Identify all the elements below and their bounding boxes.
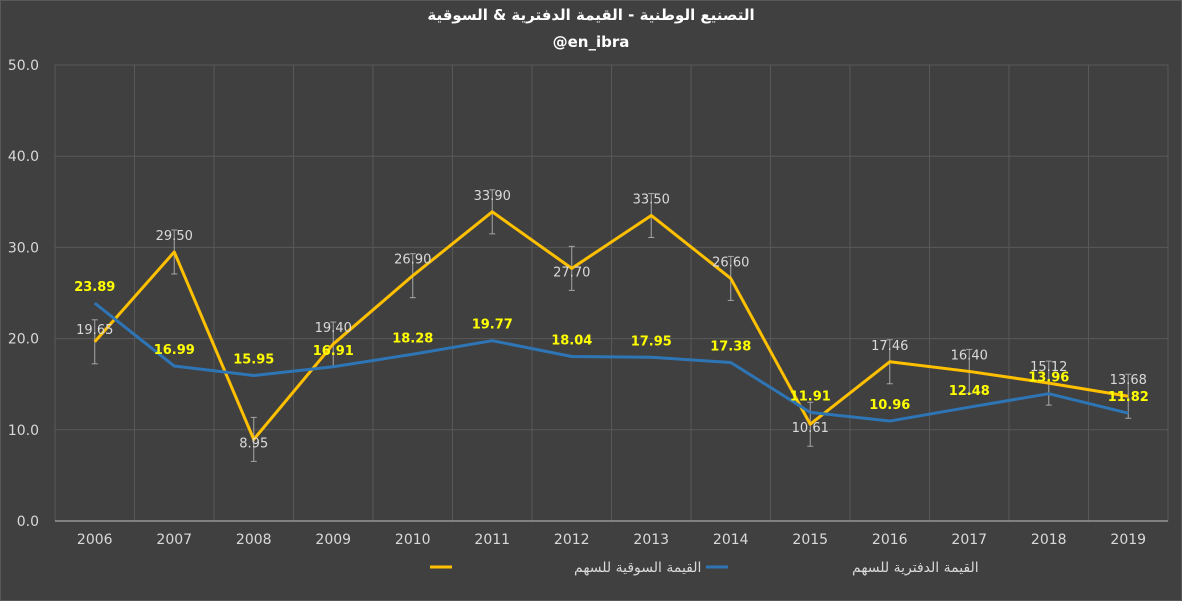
- x-tick-label: 2013: [633, 532, 669, 548]
- x-tick-label: 2014: [713, 532, 749, 548]
- x-tick-label: 2010: [395, 532, 431, 548]
- book-value-label: 17.95: [631, 334, 672, 349]
- market-value-label: 26.90: [394, 253, 431, 268]
- book-value-label: 12.48: [949, 384, 990, 399]
- book-value-label: 11.82: [1108, 390, 1149, 405]
- x-tick-label: 2009: [315, 532, 351, 548]
- book-value-label: 19.77: [472, 318, 513, 333]
- y-tick-label: 30.0: [8, 240, 39, 256]
- market-value-label: 33.90: [474, 189, 511, 204]
- market-value-line: [93, 210, 1129, 441]
- market-value-label: 15.12: [1030, 360, 1067, 375]
- market-value-label: 13.68: [1110, 373, 1147, 388]
- book-value-label: 11.91: [790, 389, 831, 404]
- x-tick-label: 2007: [156, 532, 192, 548]
- market-value-label: 27.70: [553, 265, 590, 280]
- x-tick-label: 2015: [792, 532, 828, 548]
- book-value-label: 10.96: [869, 398, 910, 413]
- book-value-label: 16.91: [313, 344, 354, 359]
- series-lines: [93, 210, 1129, 441]
- market-value-label: 16.40: [951, 348, 988, 363]
- book-value-label: 17.38: [710, 339, 751, 354]
- x-tick-label: 2019: [1110, 532, 1146, 548]
- legend: القيمة السوقية للسهم القيمة الدفترية للسه…: [430, 560, 979, 576]
- book-value-label: 23.89: [74, 280, 115, 295]
- market-value-label: 19.65: [76, 323, 113, 338]
- x-tick-label: 2008: [236, 532, 272, 548]
- x-tick-label: 2016: [872, 532, 908, 548]
- gridlines: [54, 64, 1169, 521]
- book-value-label: 16.99: [154, 343, 195, 358]
- y-tick-label: 0.0: [17, 514, 39, 530]
- legend-item-market: القيمة السوقية للسهم: [430, 560, 701, 576]
- axes: 0.0 10.0 20.0 30.0 40.0 50.0 2006 2007 2008 2009 2…: [8, 58, 1168, 548]
- x-tick-label: 2006: [77, 532, 113, 548]
- y-tick-label: 50.0: [8, 58, 39, 74]
- market-value-label: 17.46: [871, 339, 908, 354]
- x-tick-label: 2012: [554, 532, 590, 548]
- y-tick-label: 40.0: [8, 149, 39, 165]
- x-tick-label: 2011: [474, 532, 510, 548]
- x-tick-label: 2018: [1031, 532, 1067, 548]
- legend-label: القيمة الدفترية للسهم: [852, 560, 979, 576]
- book-value-label: 18.04: [551, 333, 592, 348]
- book-value-label: 18.28: [392, 331, 433, 346]
- chart-subtitle: @en_ibra: [552, 33, 630, 51]
- book-value-label: 15.95: [233, 353, 274, 368]
- market-value-label: 10.61: [792, 421, 829, 436]
- market-value-label: 29.50: [156, 229, 193, 244]
- x-tick-label: 2017: [951, 532, 987, 548]
- y-tick-label: 20.0: [8, 332, 39, 348]
- market-value-label: 26.60: [712, 255, 749, 270]
- data-labels: 19.65 29.50 8.95 19.40 26.90 33.90 27.70 33.50 2…: [74, 189, 1149, 452]
- market-value-label: 33.50: [633, 192, 670, 207]
- book-value-line: [93, 301, 1129, 423]
- book-value-label: 13.96: [1028, 371, 1069, 386]
- chart-title: التصنيع الوطنية - القيمة الدفترية & السو…: [427, 6, 755, 24]
- market-value-label: 19.40: [315, 321, 352, 336]
- legend-label: القيمة السوقية للسهم: [574, 560, 701, 576]
- legend-item-book: القيمة الدفترية للسهم: [706, 560, 979, 576]
- market-value-label: 8.95: [239, 436, 268, 451]
- y-tick-label: 10.0: [8, 423, 39, 439]
